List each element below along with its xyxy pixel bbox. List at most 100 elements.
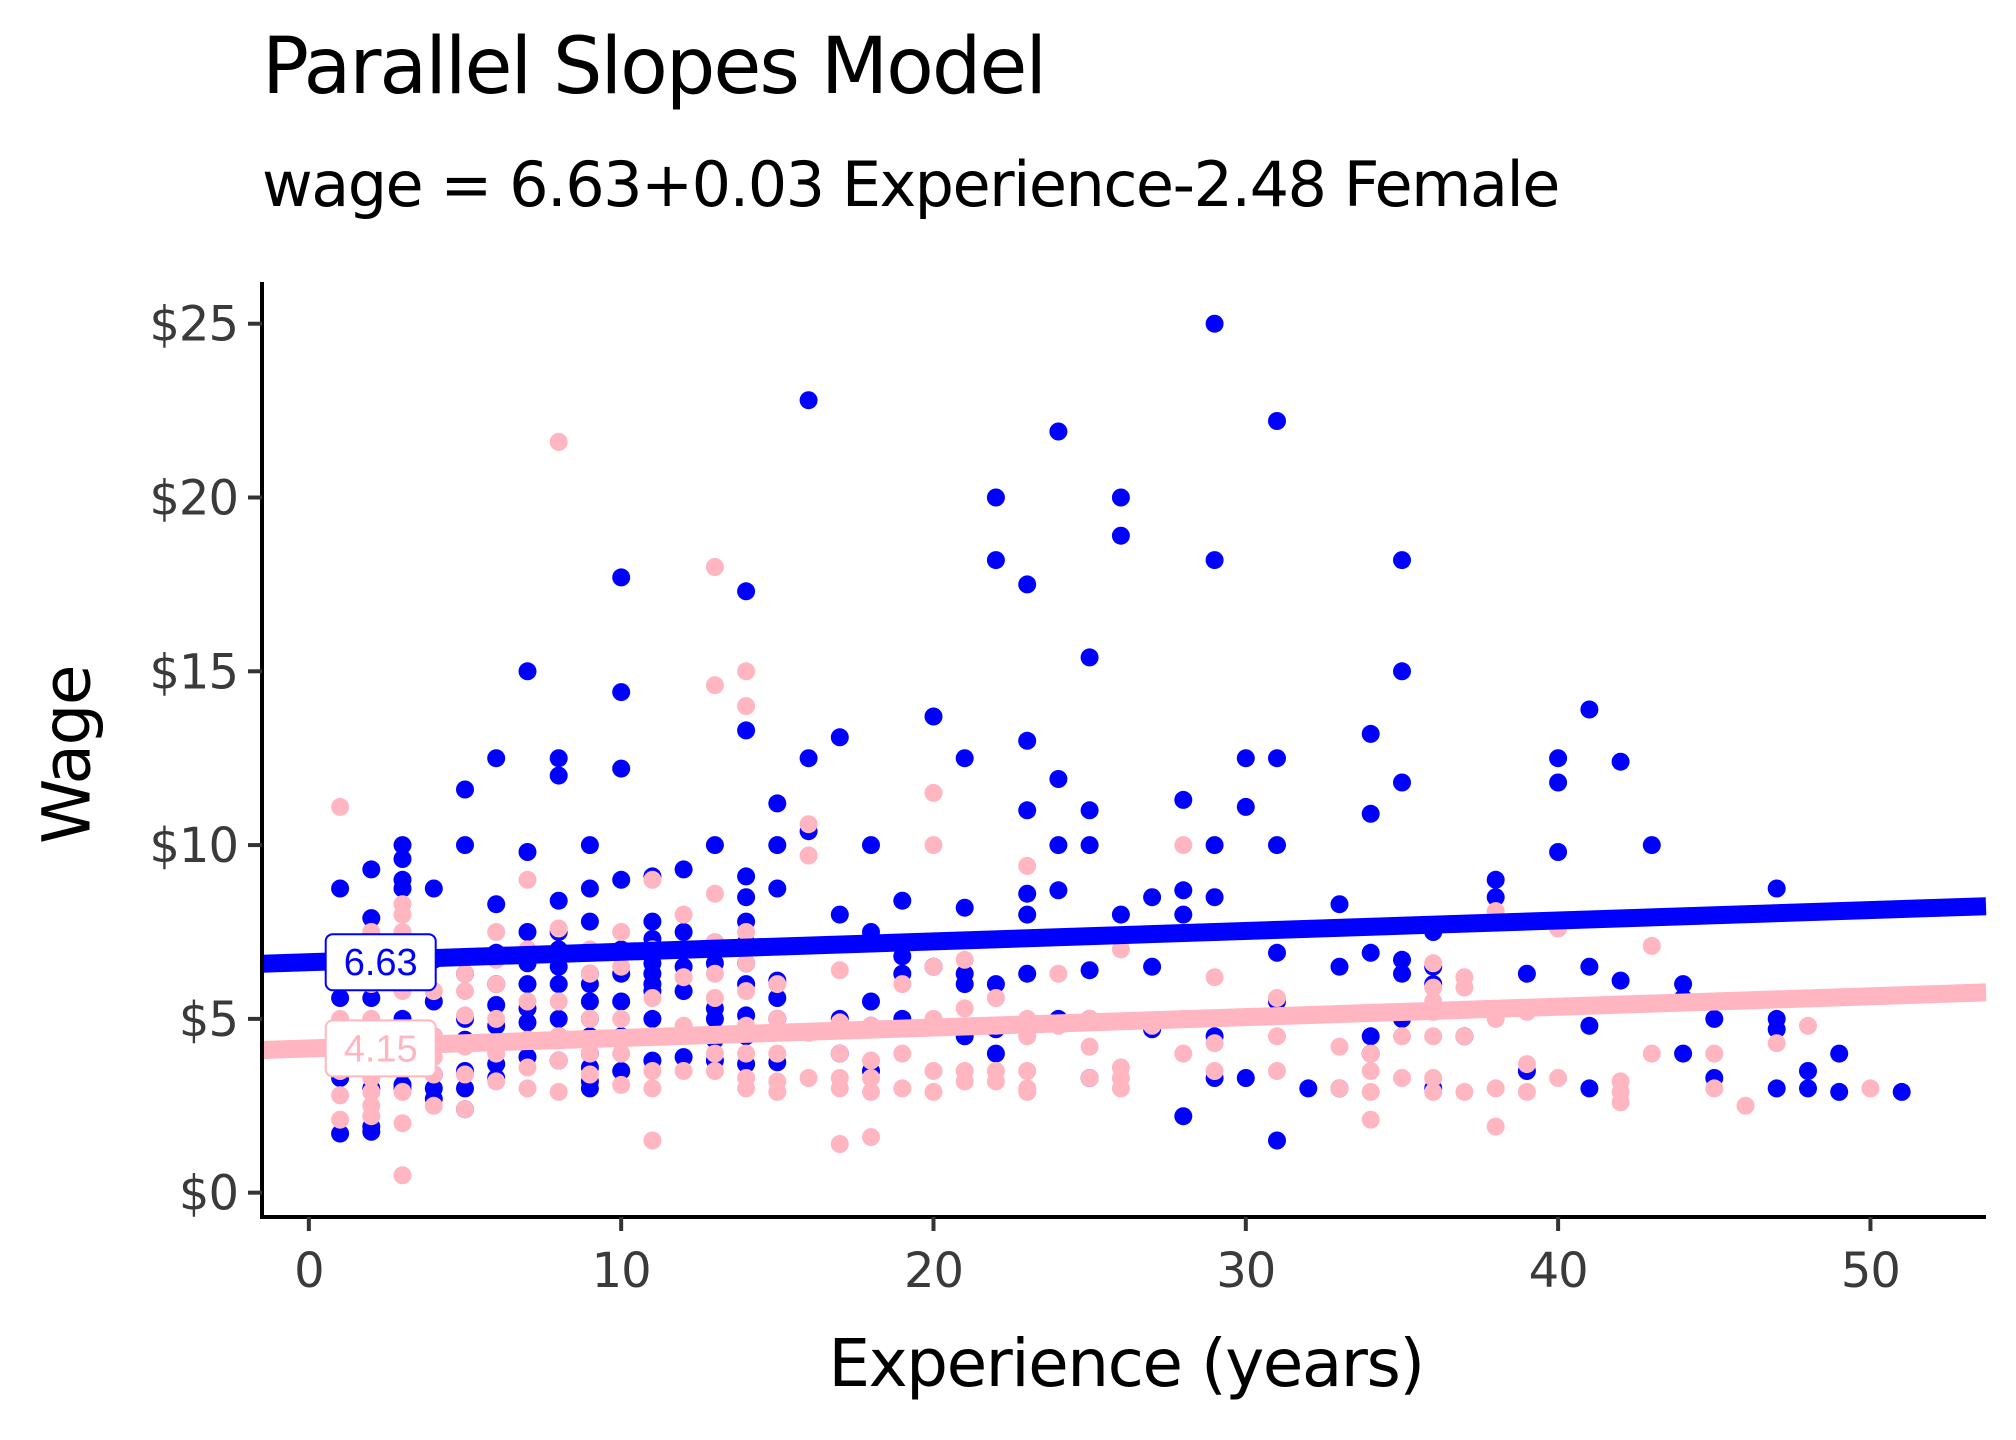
male-point <box>1486 870 1505 889</box>
female-point <box>331 1110 350 1129</box>
male-point <box>1705 1009 1724 1028</box>
male-point <box>1361 724 1380 743</box>
y-tick-label: $10 <box>149 818 238 874</box>
male-point <box>1111 905 1130 924</box>
female-point <box>1736 1096 1755 1115</box>
female-point <box>893 975 912 994</box>
female-point <box>1268 1027 1286 1046</box>
male-intercept-label: 6.63 <box>324 933 437 992</box>
male-point <box>1143 957 1162 976</box>
male-point <box>955 898 974 917</box>
regression-lines <box>261 897 1987 1059</box>
male-point <box>549 749 568 768</box>
male-point <box>1236 1069 1255 1087</box>
female-point <box>1393 1027 1411 1046</box>
female-point <box>986 1072 1005 1091</box>
male-point <box>986 488 1005 507</box>
female-point <box>456 1006 474 1025</box>
female-point <box>1174 1044 1193 1063</box>
male-point <box>705 1009 724 1028</box>
female-point <box>1361 1062 1380 1080</box>
male-point <box>362 1122 381 1141</box>
female-point <box>862 1128 880 1147</box>
male-point <box>799 749 818 768</box>
male-point <box>1174 790 1193 809</box>
male-point <box>549 891 568 910</box>
female-point <box>612 1044 631 1063</box>
male-point <box>955 749 974 768</box>
female-point <box>893 1044 912 1063</box>
chart-title: Parallel Slopes Model <box>262 22 1047 112</box>
female-point <box>393 905 412 924</box>
female-point <box>643 1131 662 1150</box>
male-point <box>549 975 568 994</box>
female-point <box>830 1079 849 1098</box>
male-point <box>737 888 756 907</box>
female-point <box>456 1065 474 1084</box>
female-point <box>674 905 693 924</box>
female-point <box>1205 1062 1224 1080</box>
female-point <box>830 1044 849 1063</box>
female-point <box>924 957 943 976</box>
female-point <box>737 954 756 973</box>
male-point <box>1049 881 1068 900</box>
male-point <box>1018 575 1037 594</box>
female-regression-line <box>261 983 1987 1059</box>
female-label-box <box>324 1019 437 1078</box>
female-point <box>862 1082 880 1101</box>
female-point <box>830 961 849 980</box>
male-point <box>893 947 912 966</box>
female-point <box>518 870 537 889</box>
female-point <box>362 1082 381 1101</box>
male-point <box>1642 836 1661 855</box>
male-point <box>1799 1079 1817 1098</box>
y-tick-label: $0 <box>179 1166 238 1222</box>
male-point <box>1611 752 1630 771</box>
y-tick-label: $25 <box>149 297 238 353</box>
male-point <box>1674 1044 1693 1063</box>
female-point <box>549 1082 568 1101</box>
female-point <box>1080 1037 1099 1056</box>
male-point <box>1268 749 1286 768</box>
male-point <box>1080 836 1099 855</box>
male-point <box>393 836 412 855</box>
male-point <box>955 975 974 994</box>
female-point <box>1549 1069 1568 1087</box>
female-point <box>1080 1069 1099 1087</box>
female-point <box>424 1096 443 1115</box>
female-point <box>1517 1055 1536 1074</box>
female-point <box>612 957 631 976</box>
axes: 0 10 20 30 40 50 $0 $5 $10 $15 $20 $25 <box>149 282 1986 1299</box>
male-point <box>487 895 506 914</box>
x-tick-label: 50 <box>1841 1243 1900 1299</box>
male-point <box>487 749 506 768</box>
male-point <box>1268 836 1286 855</box>
x-axis-title: Experience (years) <box>828 1325 1425 1402</box>
female-point <box>1049 964 1068 983</box>
female-point <box>986 989 1005 1007</box>
male-point <box>1236 749 1255 768</box>
female-point <box>737 982 756 1001</box>
male-point <box>362 989 381 1007</box>
female-point <box>1330 1037 1349 1056</box>
female-point <box>705 884 724 903</box>
female-point <box>487 1009 506 1028</box>
female-point <box>1018 1062 1037 1080</box>
female-point <box>862 1051 880 1070</box>
male-point <box>705 836 724 855</box>
female-point <box>955 999 974 1018</box>
male-point <box>737 582 756 601</box>
male-point <box>799 391 818 410</box>
male-point <box>580 1079 599 1098</box>
male-point <box>1268 1131 1286 1150</box>
female-point <box>924 1082 943 1101</box>
male-point <box>518 662 537 681</box>
male-point <box>1205 551 1224 570</box>
male-point <box>1393 773 1411 792</box>
female-point <box>456 982 474 1001</box>
male-point <box>1205 836 1224 855</box>
male-point <box>456 780 474 799</box>
female-point <box>580 1009 599 1028</box>
y-tick-label: $20 <box>149 471 238 527</box>
female-point <box>1361 1110 1380 1129</box>
